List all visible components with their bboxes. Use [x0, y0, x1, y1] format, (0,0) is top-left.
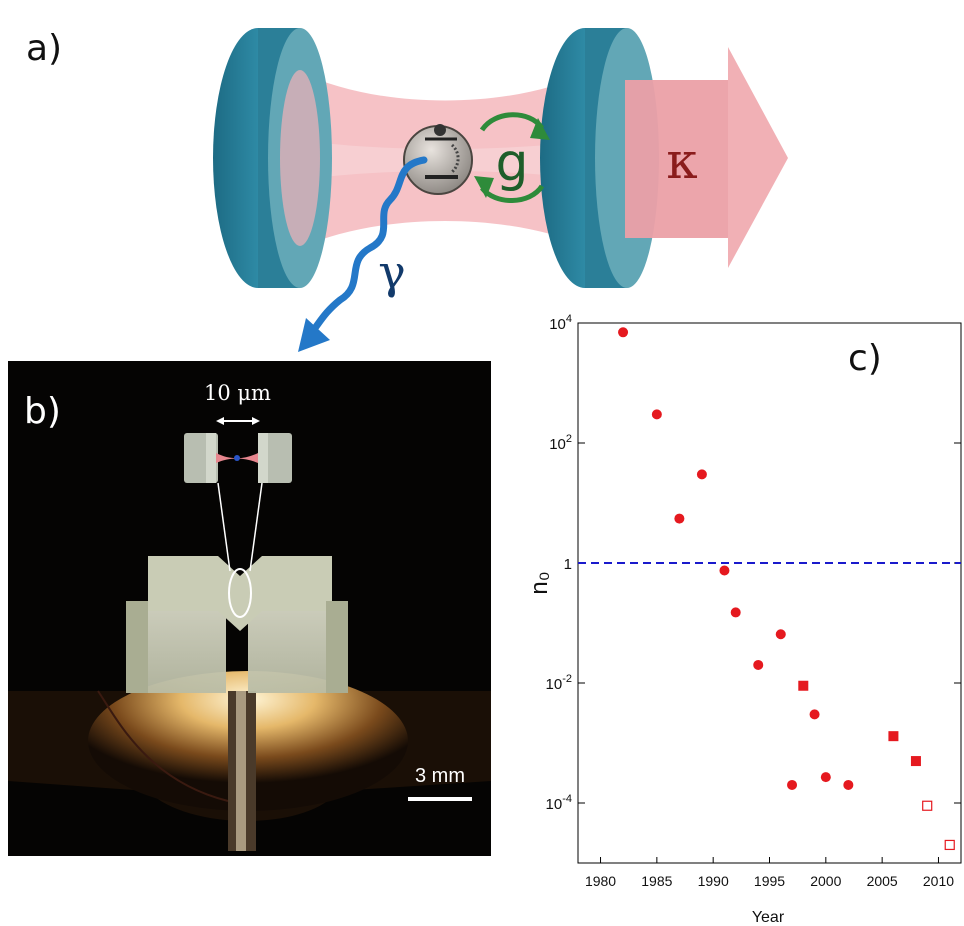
coupling-arrowhead-bottom	[474, 176, 494, 198]
panel-a-label: a)	[26, 28, 63, 69]
x-axis-label: Year	[752, 909, 785, 926]
coupling-symbol: g	[495, 133, 528, 193]
y-tick-label: 104	[549, 313, 572, 333]
data-point-circle	[674, 513, 685, 524]
decay-wave	[308, 156, 428, 336]
decay-symbol: γ	[378, 245, 406, 299]
left-mirror	[213, 28, 332, 288]
data-point-circle	[618, 327, 629, 338]
scale-bar-label: 3 mm	[415, 765, 465, 787]
cavity-length-label: 10 μm	[204, 381, 271, 405]
decay-arrowhead	[298, 318, 330, 352]
y-tick-label: 1	[564, 556, 572, 573]
data-point-circle	[809, 709, 820, 720]
y-tick-label: 10-4	[546, 793, 572, 813]
cavity-diagram: g κ γ	[213, 28, 788, 352]
x-tick-label: 2000	[810, 873, 841, 889]
x-tick-label: 1980	[585, 873, 616, 889]
atom	[403, 124, 473, 195]
plot-frame	[577, 322, 962, 864]
y-axis-label: n₀	[526, 571, 553, 594]
y-tick-label: 102	[549, 433, 572, 453]
data-point-square	[888, 731, 899, 742]
data-point-circle	[651, 409, 662, 420]
data-point-circle	[775, 629, 786, 640]
y-tick-label: 10-2	[546, 673, 572, 693]
data-point-open-square	[944, 839, 955, 851]
data-point-circle	[843, 779, 854, 790]
x-tick-label: 2010	[923, 873, 954, 889]
data-point-circle	[820, 772, 831, 783]
data-point-circle	[730, 607, 741, 618]
x-tick-label: 1990	[698, 873, 729, 889]
coupling-arrowhead-top	[530, 118, 550, 140]
x-tick-label: 2005	[867, 873, 898, 889]
device-photo-drawing	[8, 361, 491, 856]
data-point-open-square	[922, 800, 933, 811]
data-point-circle	[753, 659, 764, 670]
output-arrow	[625, 47, 788, 268]
data-point-circle	[696, 469, 707, 480]
panel-b-label: b)	[24, 391, 61, 432]
data-point-circle	[719, 565, 730, 576]
device-photo: b) 10 μm 3 mm	[8, 361, 491, 856]
x-tick-label: 1985	[641, 873, 672, 889]
panel-c-label: c)	[848, 338, 882, 379]
x-tick-label: 1995	[754, 873, 785, 889]
data-points	[578, 327, 961, 851]
data-point-circle	[787, 779, 798, 790]
data-point-square	[798, 680, 809, 691]
scale-bar	[408, 797, 472, 801]
data-point-square	[910, 756, 921, 767]
axis-ticks: 1980 1985 1990 1995 2000 2005 2010 10-4 10-2 1 102…	[546, 313, 961, 889]
loss-symbol: κ	[666, 132, 697, 190]
